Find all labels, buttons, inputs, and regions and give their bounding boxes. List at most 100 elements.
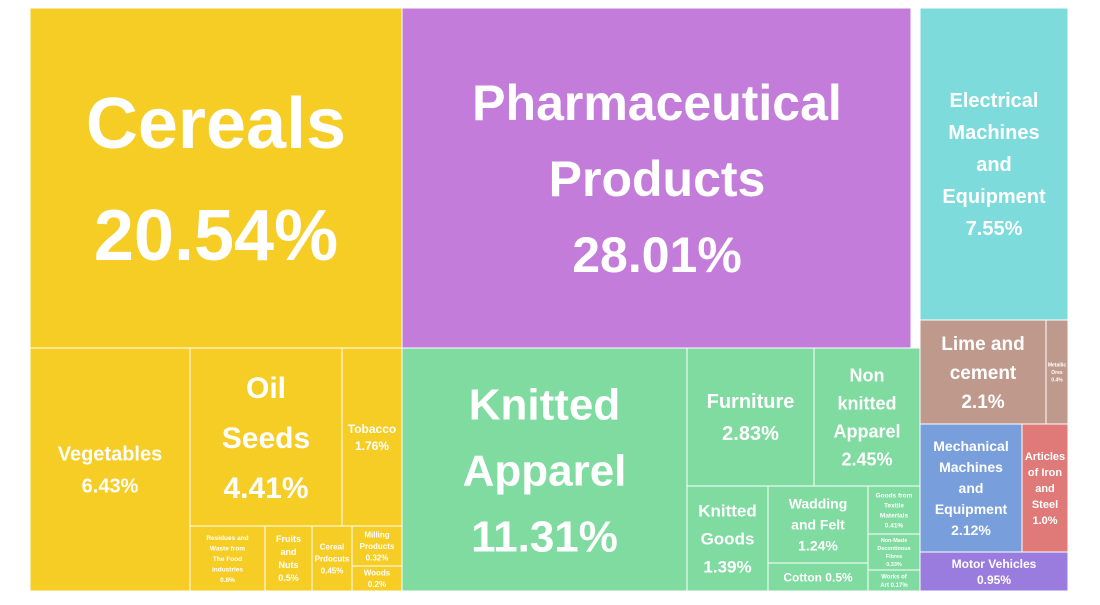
tile-value-goods-from-textile-materials: 0.41% (885, 522, 904, 529)
tile-value-non-made-decontinous-fibres: 0.33% (886, 562, 902, 568)
tile-furniture[interactable]: Furniture 2.83% (686, 347, 815, 487)
tile-name-line: Machines (939, 459, 1003, 475)
tile-rect-motor-vehicles[interactable] (919, 551, 1069, 592)
tile-name-line: Fruits (276, 534, 301, 544)
tile-name-line: Products (360, 542, 395, 551)
tile-value-oil-seeds: 4.41% (223, 472, 308, 505)
tile-value-wadding-and-felt: 1.24% (798, 538, 838, 554)
tile-label-vegetables: Vegetables 6.43% (58, 444, 163, 498)
tile-rect-knitted-apparel[interactable] (401, 347, 688, 592)
tile-goods-from-textile-materials[interactable]: Goods from Textile Materials 0.41% (867, 485, 921, 535)
tile-label-fruits-and-nuts: Fruits and Nuts 0.5% (276, 534, 301, 583)
tile-cereals[interactable]: Cereals 20.54% (29, 7, 403, 349)
tile-electrical-machines-and-equipment[interactable]: Electrical Machines and Equipment 7.55% (919, 7, 1069, 321)
tile-label-wadding-and-felt: Wadding and Felt 1.24% (789, 496, 848, 554)
tile-label-lime-and-cement: Lime and cement 2.1% (941, 334, 1024, 413)
tile-label-knitted-apparel: Knitted Apparel 11.31% (463, 380, 627, 561)
tile-rect-non-made-decontinous-fibres[interactable] (867, 533, 921, 571)
tile-tobacco[interactable]: Tobacco 1.76% (341, 347, 403, 527)
tile-cereal-prdocuts[interactable]: Cereal Prdocuts 0.45% (311, 525, 353, 592)
tile-rect-wadding-and-felt[interactable] (767, 485, 869, 564)
tile-name-line: Tobacco (348, 422, 396, 436)
tile-milling-products[interactable]: Milling Products 0.32% (351, 525, 403, 567)
tile-rect-cereal-prdocuts[interactable] (311, 525, 353, 592)
tile-rect-vegetables[interactable] (29, 347, 191, 592)
tile-works-of-art[interactable]: Works of Art 0.17% (867, 569, 921, 592)
tile-name-line: Furniture (707, 391, 795, 413)
tile-label-works-of-art: Works of Art 0.17% (880, 574, 908, 589)
tile-value-milling-products: 0.32% (366, 553, 389, 562)
tile-rect-non-knitted-apparel[interactable] (813, 347, 921, 487)
tile-name-line: and (280, 547, 296, 557)
tile-name-line: Works of (881, 574, 908, 580)
tile-name-line: Fibres (886, 554, 903, 560)
tile-metallic-ores[interactable]: Metallic Ores 0.4% (1045, 319, 1069, 425)
tile-value-tobacco: 1.76% (355, 439, 389, 453)
tile-non-made-decontinous-fibres[interactable]: Non-Made Decontinous Fibres 0.33% (867, 533, 921, 571)
tile-rect-lime-and-cement[interactable] (919, 319, 1047, 425)
tile-name-line: Seeds (222, 422, 310, 455)
tile-knitted-goods[interactable]: Knitted Goods 1.39% (686, 485, 769, 592)
tile-motor-vehicles[interactable]: Motor Vehicles 0.95% (919, 551, 1069, 592)
tile-name-line: Goods (701, 530, 755, 549)
tile-rect-fruits-and-nuts[interactable] (264, 525, 313, 592)
tile-value-motor-vehicles: 0.95% (977, 573, 1011, 587)
tile-rect-electrical-machines-and-equipment[interactable] (919, 7, 1069, 321)
tile-label-knitted-goods: Knitted Goods 1.39% (698, 502, 757, 577)
tile-rect-furniture[interactable] (686, 347, 815, 487)
tile-value-articles-of-iron-and-steel: 1.0% (1032, 515, 1057, 527)
tile-label-woods: Woods 0.2% (364, 569, 391, 590)
tile-rect-cereals[interactable] (29, 7, 403, 349)
tile-lime-and-cement[interactable]: Lime and cement 2.1% (919, 319, 1047, 425)
tile-label-cereals: Cereals 20.54% (86, 84, 346, 276)
tile-value-woods: 0.2% (368, 580, 386, 589)
tile-non-knitted-apparel[interactable]: Non knitted Apparel 2.45% (813, 347, 921, 487)
tile-name-line: Waste from (210, 545, 245, 552)
tile-value-metallic-ores: 0.4% (1051, 377, 1063, 383)
tile-value-cereal-prdocuts: 0.45% (321, 566, 344, 575)
tile-name-line: Decontinous (877, 546, 910, 552)
tile-value-residues-and-waste-from-the-food-industries: 0.8% (220, 577, 235, 584)
tile-name-line: Steel (1032, 499, 1058, 511)
tile-name-line: cement (950, 363, 1017, 384)
tile-value-lime-and-cement: 2.1% (961, 392, 1004, 413)
tile-cotton[interactable]: Cotton 0.5% (767, 562, 869, 592)
tile-value-fruits-and-nuts: 0.5% (278, 573, 299, 583)
tile-pharmaceutical-products[interactable]: Pharmaceutical Products 28.01% (401, 7, 913, 349)
tile-mechanical-machines-and-equipment[interactable]: Mechanical Machines and Equipment 2.12% (919, 423, 1023, 553)
tile-name-line: Motor Vehicles (952, 557, 1037, 571)
tile-name-line: and (959, 480, 984, 496)
tile-vegetables[interactable]: Vegetables 6.43% (29, 347, 191, 592)
tile-rect-knitted-goods[interactable] (686, 485, 769, 592)
tile-label-tobacco: Tobacco 1.76% (348, 422, 396, 453)
tile-name-line: Oil (246, 372, 286, 405)
tile-fruits-and-nuts[interactable]: Fruits and Nuts 0.5% (264, 525, 313, 592)
tile-value-electrical-machines-and-equipment: 7.55% (966, 218, 1023, 240)
tile-label-metallic-ores: Metallic Ores 0.4% (1048, 362, 1067, 383)
tile-oil-seeds[interactable]: Oil Seeds 4.41% (189, 347, 343, 527)
tile-value-furniture: 2.83% (722, 423, 779, 445)
tile-knitted-apparel[interactable]: Knitted Apparel 11.31% (401, 347, 688, 592)
tile-name-line: Nuts (279, 560, 299, 570)
tile-rect-residues-and-waste-from-the-food-industries[interactable] (189, 525, 266, 592)
tile-name-line: and (1035, 483, 1055, 495)
tile-label-goods-from-textile-materials: Goods from Textile Materials 0.41% (876, 492, 913, 529)
tile-name-line: Materials (880, 512, 909, 519)
tile-residues-and-waste-from-the-food-industries[interactable]: Residues and Waste from The Food industries… (189, 525, 266, 592)
tile-rect-cotton[interactable] (767, 562, 869, 592)
tile-name-line: Products (549, 151, 766, 207)
tile-woods[interactable]: Woods 0.2% (351, 565, 403, 592)
tile-name-line: Prdocuts (315, 554, 350, 563)
tile-label-cotton: Cotton 0.5% (783, 570, 853, 584)
tile-value-knitted-apparel: 11.31% (471, 512, 618, 561)
tile-rect-articles-of-iron-and-steel[interactable] (1021, 423, 1069, 553)
tile-articles-of-iron-and-steel[interactable]: Articles of Iron and Steel 1.0% (1021, 423, 1069, 553)
tile-rect-pharmaceutical-products[interactable] (401, 7, 913, 349)
tile-value-pharmaceutical-products: 28.01% (572, 227, 742, 283)
tile-name-line: and Felt (791, 517, 845, 533)
tile-wadding-and-felt[interactable]: Wadding and Felt 1.24% (767, 485, 869, 564)
tile-name-line: Lime and (941, 334, 1024, 355)
tile-name-line: Machines (948, 122, 1039, 144)
tile-label-milling-products: Milling Products 0.32% (360, 530, 395, 562)
tile-rect-tobacco[interactable] (341, 347, 403, 527)
